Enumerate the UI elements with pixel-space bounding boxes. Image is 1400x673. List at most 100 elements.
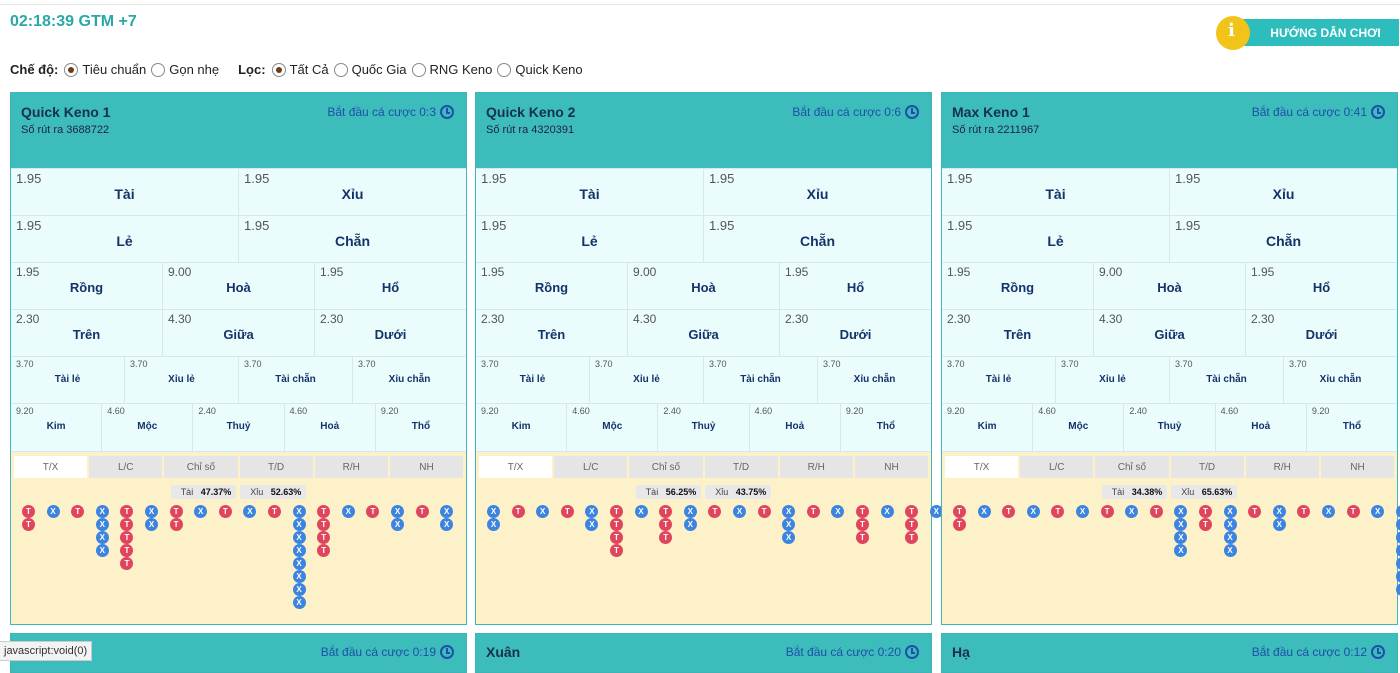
bet-option[interactable]: 1.95 Tài <box>11 169 239 215</box>
bet-label: Xỉu lẻ <box>168 374 195 385</box>
bet-option[interactable]: 1.95 Hổ <box>315 263 466 309</box>
history-tab[interactable]: R/H <box>1245 456 1319 478</box>
tai-result-ball: T <box>317 505 331 518</box>
filter-label: Lọc: <box>238 62 266 77</box>
filter-radio-rng-keno[interactable]: RNG Keno <box>411 62 492 77</box>
bet-option[interactable]: 9.20 Kim <box>942 404 1034 451</box>
history-tab[interactable]: T/D <box>239 456 313 478</box>
bet-option[interactable]: 9.00 Hoà <box>163 263 315 309</box>
bet-option[interactable]: 4.60 Mộc <box>567 404 659 451</box>
bet-option[interactable]: 1.95 Tài <box>476 169 704 215</box>
history-tab[interactable]: T/D <box>704 456 778 478</box>
bet-option[interactable]: 4.30 Giữa <box>163 310 315 356</box>
bet-option[interactable]: 2.40 Thuỷ <box>658 404 750 451</box>
bet-label: Tài chẵn <box>740 374 781 385</box>
bet-option[interactable]: 9.20 Thổ <box>1307 404 1397 451</box>
bet-label: Thổ <box>876 421 896 432</box>
bet-option[interactable]: 2.30 Dưới <box>315 310 466 356</box>
bet-option[interactable]: 9.20 Thổ <box>376 404 466 451</box>
tai-result-ball: T <box>1149 505 1163 518</box>
alarm-clock-icon <box>1371 105 1385 119</box>
bet-option[interactable]: 3.70 Tài chẵn <box>239 357 353 403</box>
bet-option[interactable]: 4.60 Mộc <box>102 404 194 451</box>
history-tab[interactable]: T/D <box>1170 456 1244 478</box>
filter-radio-all[interactable]: Tất Cả <box>271 62 329 77</box>
guide-button[interactable]: i HƯỚNG DẪN CHƠI <box>1216 16 1399 50</box>
bet-option[interactable]: 2.40 Thuỷ <box>1124 404 1216 451</box>
bet-option[interactable]: 9.20 Kim <box>11 404 103 451</box>
bet-row: 9.20 Kim 4.60 Mộc 2.40 Thuỷ 4.60 Hoả 9.20 Thổ <box>942 403 1397 451</box>
bet-option[interactable]: 3.70 Xỉu lẻ <box>590 357 704 403</box>
bet-option[interactable]: 1.95 Rồng <box>11 263 163 309</box>
bet-option[interactable]: 1.95 Xỉu <box>239 169 466 215</box>
bet-option[interactable]: 1.95 Lẻ <box>11 216 239 262</box>
bet-label: Dưới <box>1305 327 1338 342</box>
bet-option[interactable]: 2.30 Trên <box>11 310 163 356</box>
bet-odds: 2.40 <box>663 406 681 416</box>
roadmap-column: X <box>536 505 550 518</box>
bet-option[interactable]: 1.95 Lẻ <box>942 216 1170 262</box>
bet-option[interactable]: 1.95 Hổ <box>780 263 931 309</box>
bet-option[interactable]: 4.60 Mộc <box>1033 404 1125 451</box>
bet-option[interactable]: 1.95 Hổ <box>1246 263 1397 309</box>
history-tab[interactable]: NH <box>389 456 464 478</box>
history-tab[interactable]: L/C <box>89 456 163 478</box>
history-tab[interactable]: NH <box>1320 456 1395 478</box>
bet-option[interactable]: 3.70 Tài lẻ <box>11 357 125 403</box>
game-panel-header[interactable]: Xuân Bắt đầu cá cược 0:20 <box>475 633 932 673</box>
bet-option[interactable]: 4.30 Giữa <box>1094 310 1246 356</box>
history-tab[interactable]: R/H <box>779 456 853 478</box>
bet-label: Hổ <box>1312 280 1331 295</box>
alarm-clock-icon <box>440 105 454 119</box>
bet-option[interactable]: 1.95 Lẻ <box>476 216 704 262</box>
history-tab[interactable]: R/H <box>314 456 388 478</box>
bet-option[interactable]: 9.00 Hoà <box>1094 263 1246 309</box>
history-tab[interactable]: T/X <box>479 456 553 478</box>
bet-option[interactable]: 1.95 Xỉu <box>1170 169 1397 215</box>
game-panel-header[interactable]: Hạ Bắt đầu cá cược 0:12 <box>941 633 1398 673</box>
mode-radio-standard[interactable]: Tiêu chuẩn <box>64 62 146 77</box>
history-tab[interactable]: T/X <box>14 456 88 478</box>
history-tab[interactable]: Chỉ số <box>1095 456 1169 478</box>
bet-option[interactable]: 3.70 Tài chẵn <box>704 357 818 403</box>
history-tab[interactable]: Chỉ số <box>629 456 703 478</box>
bet-option[interactable]: 1.95 Chẵn <box>1170 216 1397 262</box>
xiu-ratio: Xỉu 65.63% <box>1171 485 1238 499</box>
bet-option[interactable]: 1.95 Chẵn <box>704 216 931 262</box>
bet-option[interactable]: 3.70 Xỉu lẻ <box>125 357 239 403</box>
bet-option[interactable]: 9.00 Hoà <box>628 263 780 309</box>
bet-option[interactable]: 4.60 Hoả <box>285 404 376 451</box>
history-tab[interactable]: Chỉ số <box>164 456 238 478</box>
bet-option[interactable]: 3.70 Tài lẻ <box>476 357 590 403</box>
bet-option[interactable]: 2.40 Thuỷ <box>193 404 285 451</box>
bet-option[interactable]: 2.30 Trên <box>476 310 628 356</box>
bet-option[interactable]: 3.70 Xỉu chẵn <box>1284 357 1397 403</box>
bet-option[interactable]: 2.30 Dưới <box>780 310 931 356</box>
bet-option[interactable]: 3.70 Tài lẻ <box>942 357 1056 403</box>
bet-option[interactable]: 3.70 Xỉu chẵn <box>818 357 931 403</box>
bet-option[interactable]: 1.95 Chẵn <box>239 216 466 262</box>
bet-option[interactable]: 3.70 Xỉu lẻ <box>1056 357 1170 403</box>
bet-option[interactable]: 4.60 Hoả <box>750 404 841 451</box>
history-tab[interactable]: L/C <box>554 456 628 478</box>
filter-radio-quick-keno[interactable]: Quick Keno <box>497 62 583 77</box>
history-tab[interactable]: L/C <box>1020 456 1094 478</box>
bet-option[interactable]: 1.95 Rồng <box>942 263 1094 309</box>
bet-option[interactable]: 4.60 Hoả <box>1216 404 1307 451</box>
mode-radio-lite[interactable]: Gọn nhẹ <box>151 62 219 77</box>
bet-option[interactable]: 9.20 Thổ <box>841 404 931 451</box>
bet-option[interactable]: 3.70 Tài chẵn <box>1170 357 1284 403</box>
filter-radio-national[interactable]: Quốc Gia <box>333 62 407 77</box>
history-tab[interactable]: NH <box>854 456 929 478</box>
bet-option[interactable]: 1.95 Tài <box>942 169 1170 215</box>
bet-option[interactable]: 3.70 Xỉu chẵn <box>353 357 466 403</box>
bet-option[interactable]: 2.30 Dưới <box>1246 310 1397 356</box>
history-tab[interactable]: T/X <box>945 456 1019 478</box>
bet-option[interactable]: 1.95 Rồng <box>476 263 628 309</box>
bet-option[interactable]: 9.20 Kim <box>476 404 568 451</box>
bet-option[interactable]: 4.30 Giữa <box>628 310 780 356</box>
bet-start-countdown: Bắt đầu cá cược 0:19 <box>321 645 454 659</box>
bet-option[interactable]: 1.95 Xỉu <box>704 169 931 215</box>
bet-option[interactable]: 2.30 Trên <box>942 310 1094 356</box>
